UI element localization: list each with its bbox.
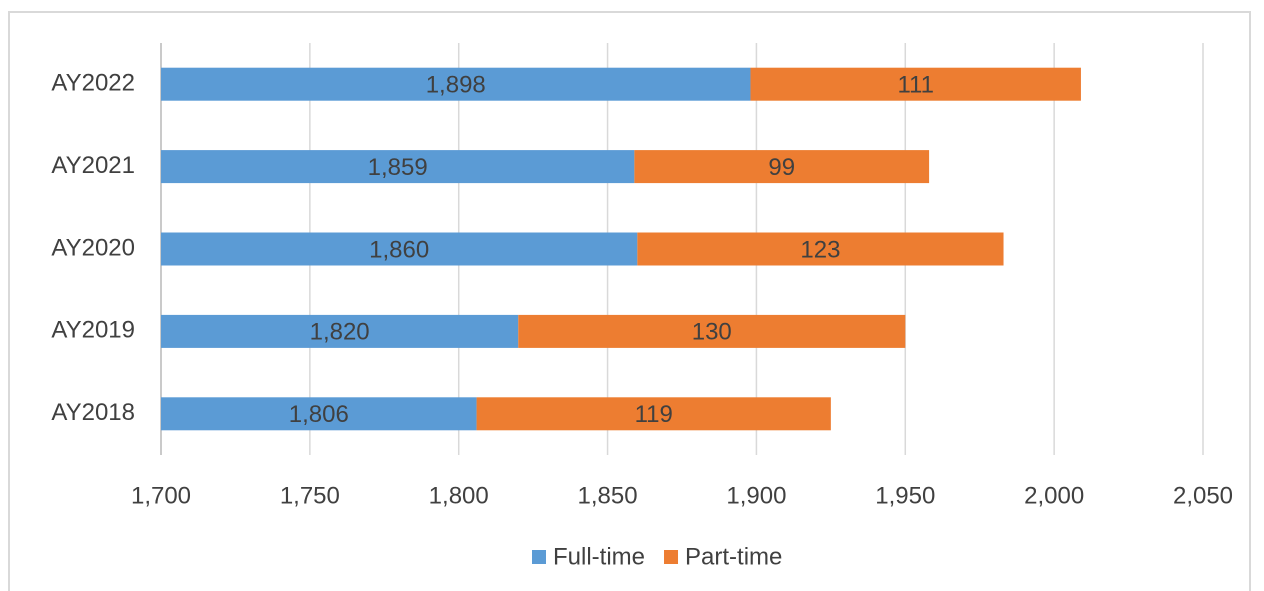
bar-segment xyxy=(161,314,519,348)
x-tick-label: 1,850 xyxy=(578,482,638,509)
y-tick-label: AY2022 xyxy=(51,70,135,97)
x-tick-label: 1,700 xyxy=(131,482,191,509)
bar-segment xyxy=(634,150,930,184)
data-label: 1,898 xyxy=(426,72,486,99)
data-label: 99 xyxy=(768,154,795,181)
legend-label: Full-time xyxy=(553,543,645,570)
bar-segment xyxy=(637,232,1004,266)
x-tick-label: 1,900 xyxy=(726,482,786,509)
y-tick-label: AY2021 xyxy=(51,152,135,179)
bar-segment xyxy=(161,150,635,184)
x-tick-label: 2,000 xyxy=(1024,482,1084,509)
x-tick-label: 1,950 xyxy=(875,482,935,509)
data-label: 119 xyxy=(635,401,673,428)
data-label: 1,806 xyxy=(289,401,349,428)
data-label: 1,859 xyxy=(368,154,428,181)
bar-segment xyxy=(161,67,751,101)
data-label: 111 xyxy=(897,72,933,99)
bar-segment xyxy=(161,232,638,266)
x-tick-label: 1,750 xyxy=(280,482,340,509)
y-tick-label: AY2018 xyxy=(51,399,135,426)
legend-swatch xyxy=(532,550,546,564)
bar-segment xyxy=(161,397,477,431)
y-tick-label: AY2019 xyxy=(51,317,135,344)
legend-label: Part-time xyxy=(685,543,782,570)
x-tick-label: 1,800 xyxy=(429,482,489,509)
data-label: 1,820 xyxy=(310,319,370,346)
legend-swatch xyxy=(664,550,679,564)
chart-frame xyxy=(8,11,1251,591)
x-tick-label: 2,050 xyxy=(1173,482,1233,509)
bar-segment xyxy=(750,67,1081,101)
bar-segment xyxy=(476,397,831,431)
y-tick-label: AY2020 xyxy=(51,234,135,261)
bar-segment xyxy=(518,314,906,348)
data-label: 1,860 xyxy=(369,236,429,263)
data-label: 130 xyxy=(692,319,732,346)
data-label: 123 xyxy=(800,236,840,263)
